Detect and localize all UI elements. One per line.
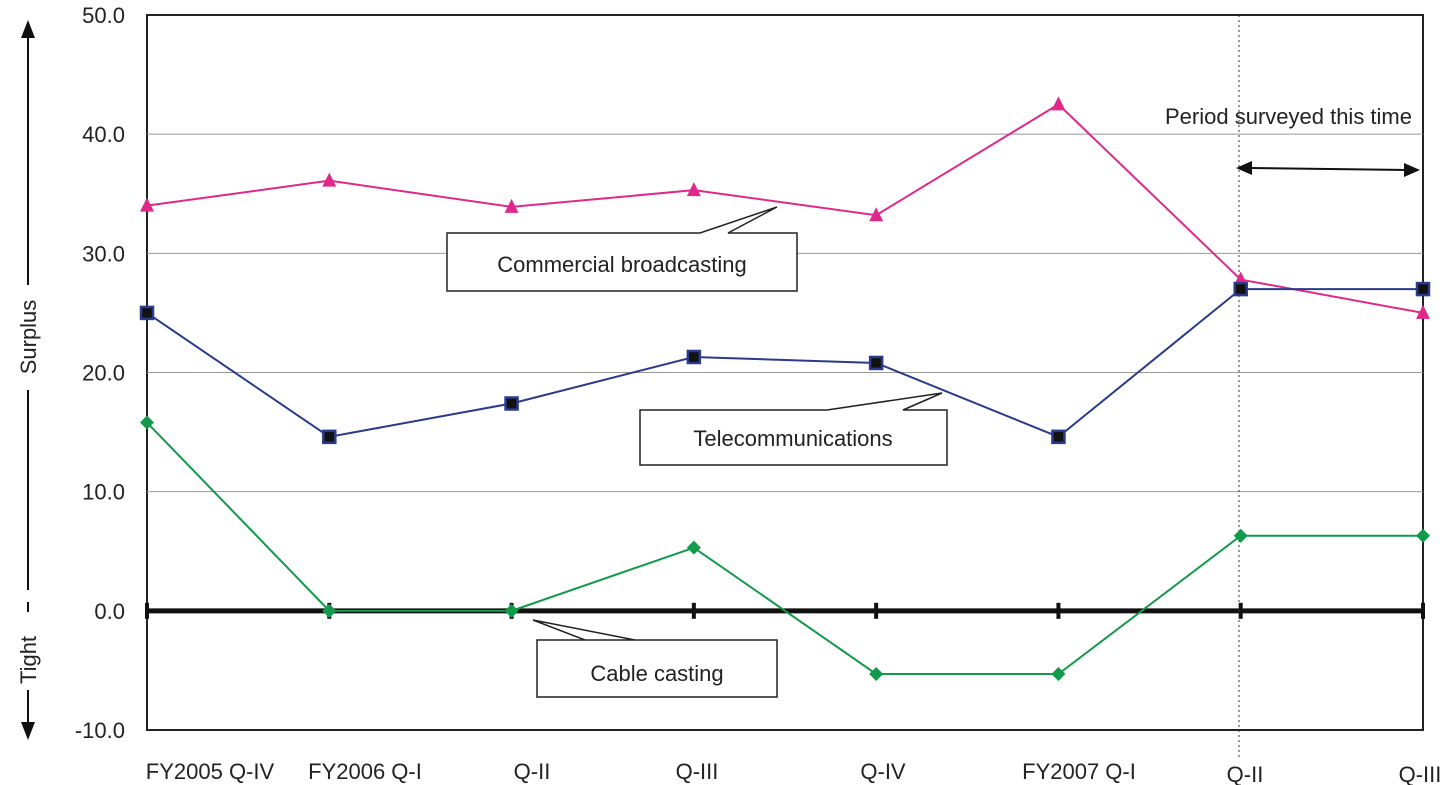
data-point [322,603,337,618]
data-point [504,396,519,411]
data-point [140,197,154,212]
x-tick-label: FY2007 Q-I [1022,759,1136,784]
callout-commercial-label: Commercial broadcasting [497,252,746,277]
data-point [504,198,519,213]
data-point [1415,281,1431,297]
data-point [140,415,154,430]
y-tick-label: 50.0 [82,3,125,28]
series-diamond [140,415,1430,681]
period-arrow [1236,161,1420,177]
y-tick-label: 10.0 [82,480,125,505]
data-point [1233,528,1248,543]
series-triangle [140,96,1430,319]
series-line [146,288,1423,438]
x-tick-label: Q-III [676,759,719,784]
data-point [322,172,337,187]
data-point [1051,429,1066,445]
period-label: Period surveyed this time [1165,104,1412,129]
series-group [139,96,1431,681]
y-axis-side-label: Surplus Tight [16,20,41,740]
data-point [869,207,884,222]
data-point [868,355,884,371]
data-point [1051,96,1066,111]
data-point [504,603,519,618]
x-tick-label: Q-II [1227,762,1264,785]
x-tick-label: Q-IV [860,759,906,784]
data-point [1416,528,1430,543]
y-tick-label: 0.0 [94,599,125,624]
y-tick-label: 40.0 [82,122,125,147]
tight-label: Tight [16,636,41,684]
series-line [146,421,1423,675]
data-point [686,349,702,365]
callout-commercial: Commercial broadcasting [446,206,798,292]
x-tick-label: FY2005 Q-IV [146,759,275,784]
callout-telecom: Telecommunications [639,392,948,466]
callout-telecom-label: Telecommunications [693,426,892,451]
y-tick-labels: 50.0 40.0 30.0 20.0 10.0 0.0 -10.0 [75,3,125,743]
data-point [1051,666,1066,681]
data-point [1233,281,1248,297]
x-tick-label: Q-III [1399,762,1442,785]
data-point [139,305,155,321]
callout-cable: Cable casting [532,619,778,698]
x-tick-labels: FY2005 Q-IV FY2006 Q-I Q-II Q-III Q-IV FY2007… [146,759,1442,785]
data-point [869,666,884,681]
data-point [1416,304,1430,319]
y-tick-label: 30.0 [82,241,125,266]
surplus-label: Surplus [16,300,41,375]
series-square [139,281,1431,445]
x-tick-label: FY2006 Q-I [308,759,422,784]
y-tick-label: -10.0 [75,718,125,743]
data-point [686,182,701,197]
y-tick-label: 20.0 [82,361,125,386]
data-point [686,540,701,555]
series-line [146,103,1424,314]
x-tick-label: Q-II [514,759,551,784]
data-point [322,429,337,445]
callout-cable-label: Cable casting [590,661,723,686]
